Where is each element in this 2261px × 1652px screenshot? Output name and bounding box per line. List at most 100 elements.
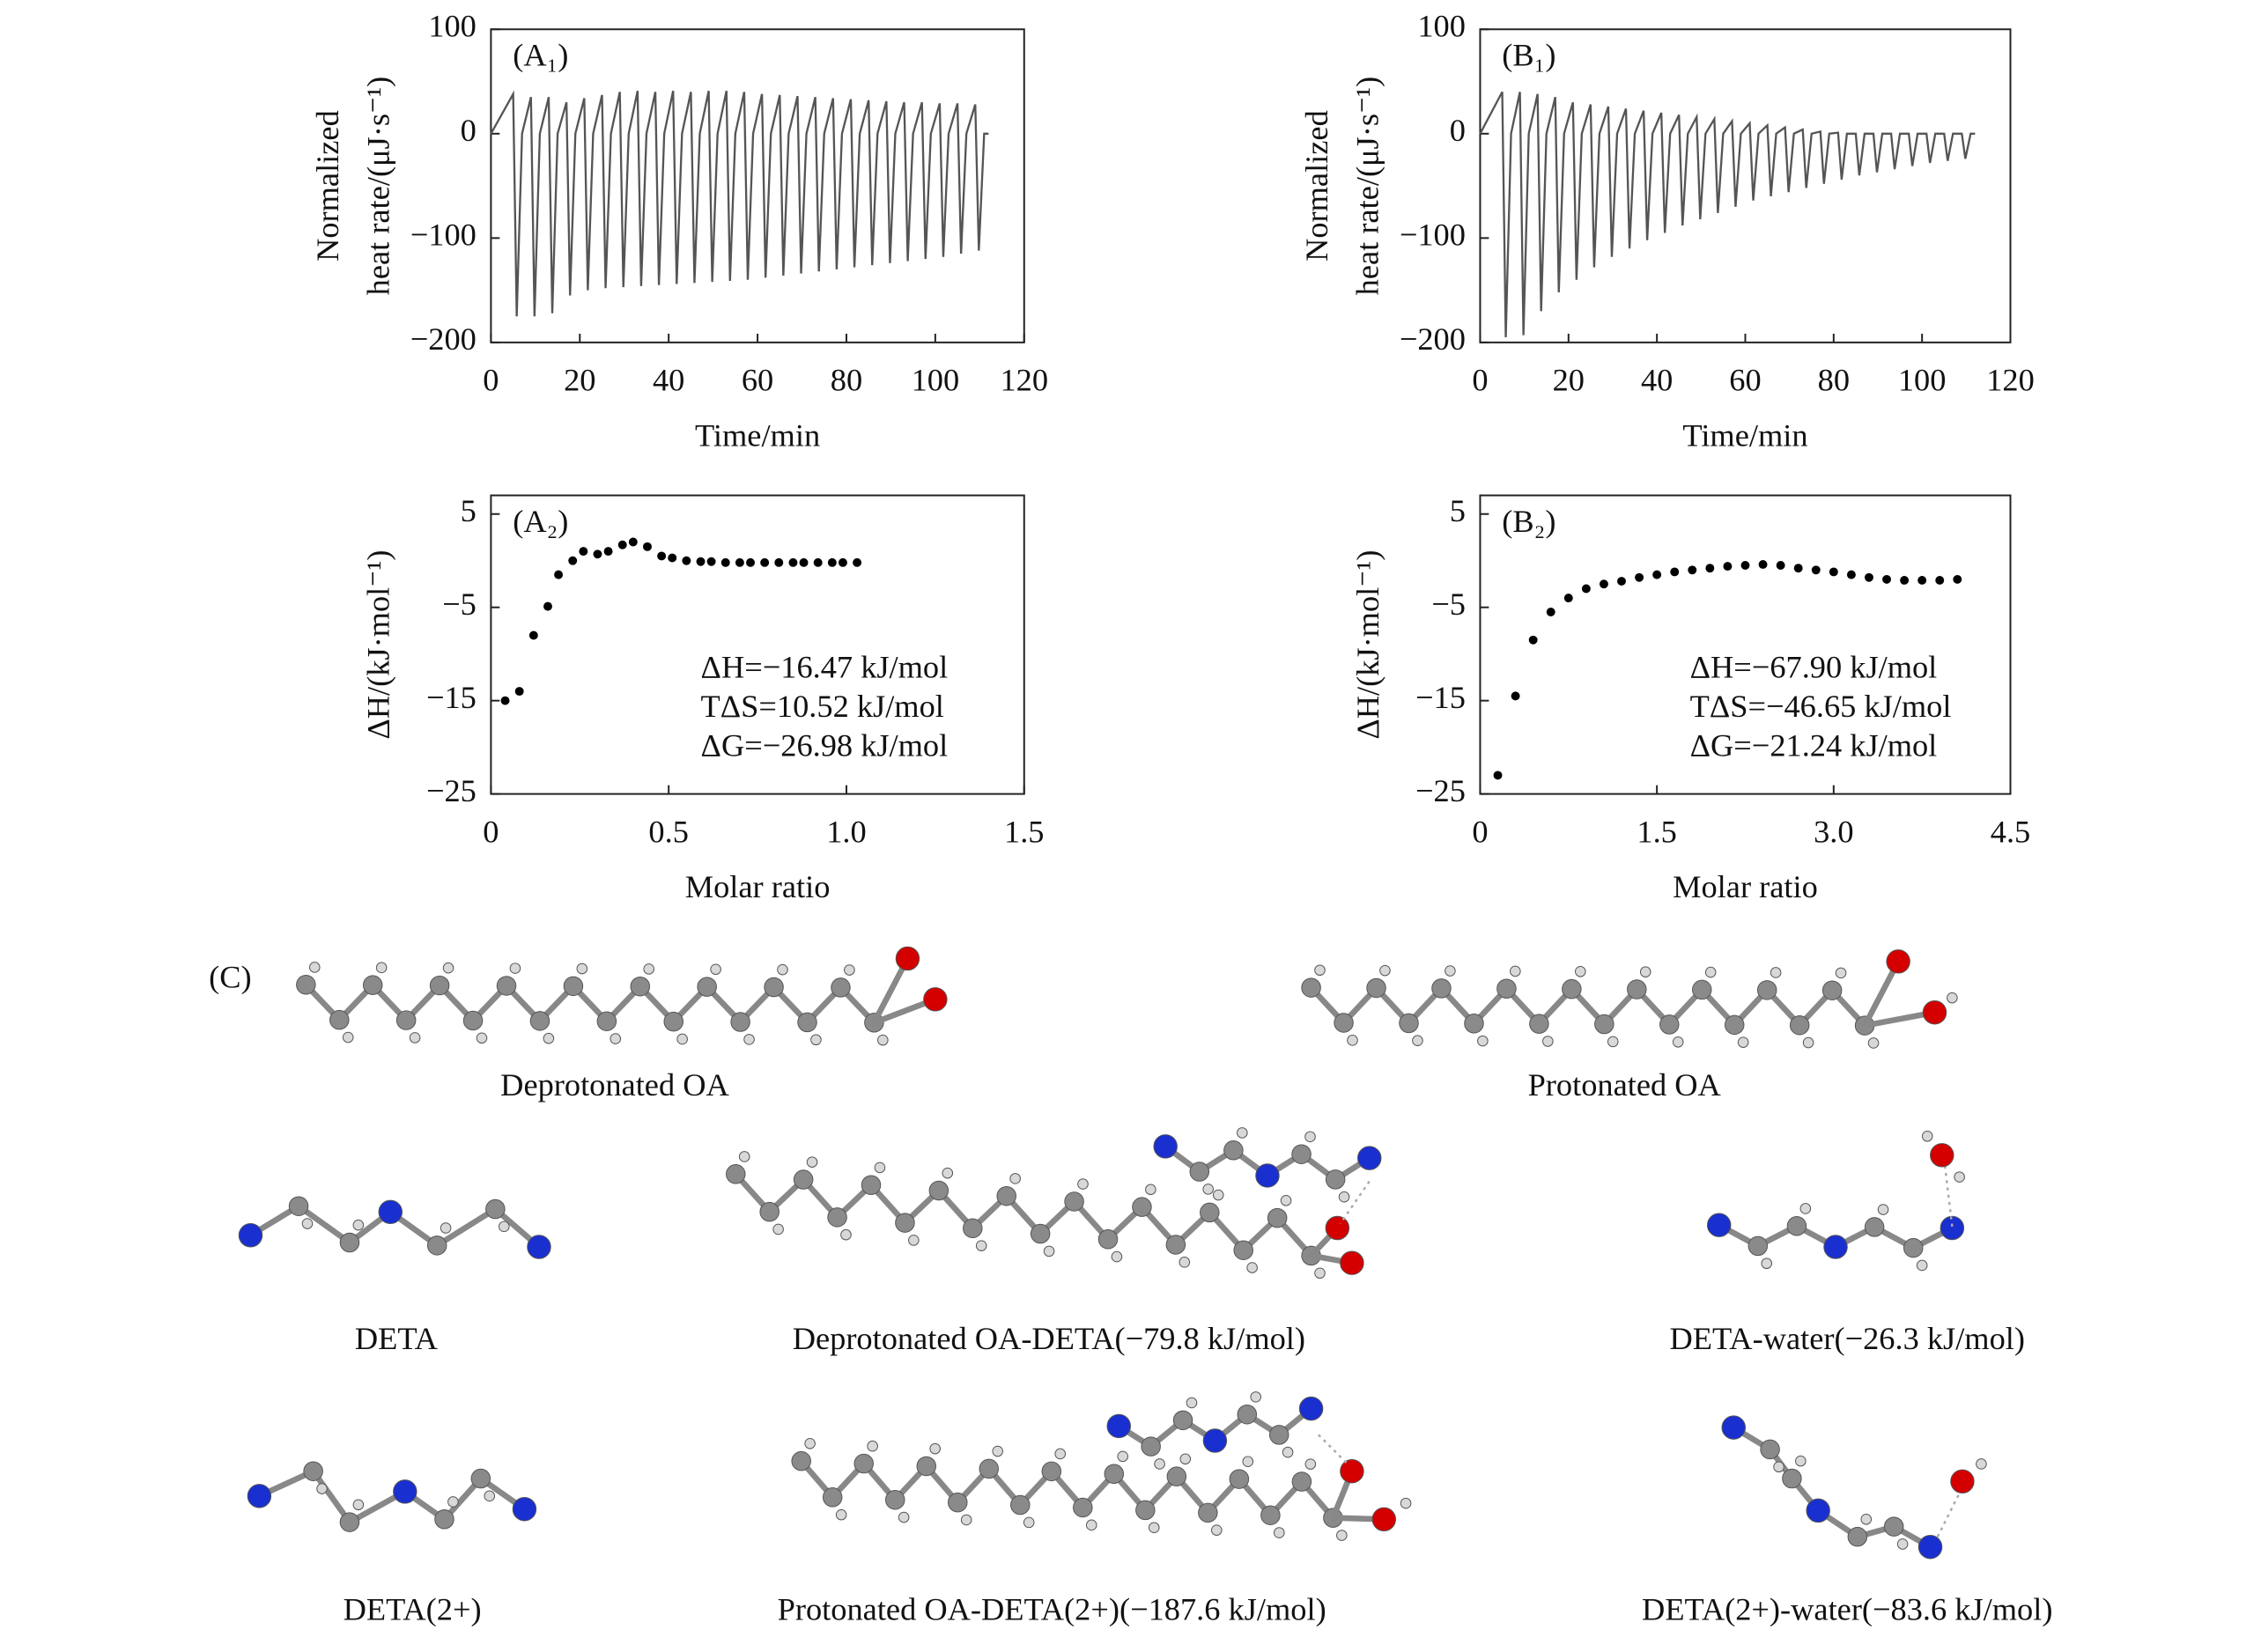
atom (1267, 1207, 1288, 1228)
atom (409, 1032, 421, 1044)
y-tick-label: −15 (426, 680, 477, 715)
data-point (643, 542, 652, 551)
data-point (617, 540, 627, 549)
atom (484, 1490, 496, 1502)
data-point (682, 556, 691, 565)
atom (1412, 1035, 1423, 1047)
x-axis-title: Molar ratio (1673, 869, 1818, 904)
bond (295, 1203, 353, 1246)
atom (1106, 1413, 1131, 1439)
atom (339, 1232, 360, 1253)
atom (1760, 1439, 1780, 1460)
atom (996, 1185, 1016, 1206)
data-point (1811, 565, 1821, 575)
atom (697, 977, 717, 997)
atom (822, 1487, 843, 1508)
x-tick-label: 100 (1898, 363, 1947, 398)
atom (1141, 1436, 1161, 1457)
data-point (568, 556, 578, 565)
x-tick-label: 120 (1986, 363, 2035, 398)
data-point (1882, 574, 1891, 584)
data-point (706, 557, 716, 566)
atom (1340, 1458, 1364, 1484)
atom (1280, 1194, 1292, 1206)
atom (1786, 1216, 1807, 1236)
atom (992, 1445, 1003, 1457)
atom (853, 1453, 874, 1474)
atom (1336, 1530, 1348, 1541)
atom (1916, 1259, 1928, 1272)
x-tick-label: 120 (1000, 363, 1048, 398)
atom (1542, 1036, 1554, 1047)
atom (1917, 1534, 1943, 1560)
molecule-label: DETA(2+) (344, 1592, 482, 1627)
panel-label: (C) (209, 960, 252, 995)
data-point (554, 570, 564, 579)
atom (1325, 1215, 1350, 1241)
atom (1200, 1202, 1220, 1223)
data-point (628, 537, 638, 547)
atom (1627, 979, 1647, 999)
atom (663, 1011, 683, 1032)
atom (308, 962, 321, 973)
atom (960, 1514, 972, 1526)
data-point (1740, 561, 1750, 570)
data-point (827, 557, 837, 567)
atom (1947, 992, 1958, 1004)
atom (1704, 966, 1717, 978)
atom (1085, 1519, 1097, 1531)
data-point (657, 551, 667, 561)
atom (316, 1483, 328, 1494)
atom (1165, 1235, 1186, 1255)
data-point (543, 601, 552, 611)
atom (1782, 1468, 1802, 1489)
atom (1400, 1497, 1412, 1509)
atom (1821, 980, 1843, 1000)
atom (895, 1213, 915, 1233)
atom (1242, 1456, 1254, 1468)
molecule-label: DETA (355, 1321, 438, 1356)
atom (596, 1011, 617, 1031)
atom (1282, 1446, 1294, 1458)
atom (1334, 1013, 1354, 1033)
x-axis-title: Time/min (1682, 417, 1807, 453)
atom (804, 1438, 816, 1449)
atom (543, 1032, 555, 1044)
atom (1867, 1037, 1880, 1049)
atom (395, 1010, 417, 1030)
atom (1737, 1036, 1749, 1048)
atom (1594, 1014, 1614, 1035)
atom (1795, 1455, 1807, 1467)
data-point (696, 557, 706, 566)
molecule-label: Deprotonated OA-DETA(−79.8 kJ/mol) (793, 1321, 1305, 1356)
x-axis-title: Molar ratio (685, 869, 831, 904)
plot-frame (1479, 28, 2012, 343)
x-tick-label: 80 (1818, 363, 1850, 398)
data-point (1917, 576, 1927, 585)
x-tick-label: 60 (742, 363, 773, 398)
atom (1212, 1189, 1224, 1201)
bond (433, 1206, 499, 1249)
atom (840, 1228, 852, 1241)
atom (426, 1235, 447, 1256)
x-tick-label: 1.5 (1004, 814, 1044, 849)
atom (352, 1219, 365, 1231)
atom (434, 1509, 454, 1530)
atom (1255, 1163, 1280, 1188)
x-tick-label: 40 (1641, 363, 1673, 398)
atom (1054, 1448, 1067, 1460)
atom (1145, 1184, 1156, 1196)
atom (1268, 1425, 1289, 1445)
atom (1706, 1213, 1732, 1237)
atom (908, 1235, 920, 1246)
atom (1104, 1464, 1125, 1484)
atom (1338, 1191, 1350, 1203)
atom (1431, 978, 1452, 999)
atom (1148, 1522, 1160, 1534)
atom (1659, 1014, 1680, 1035)
data-point (1723, 562, 1733, 572)
atom (1202, 1428, 1228, 1453)
data-point (1935, 576, 1945, 585)
atom (895, 946, 920, 971)
atom (1179, 1257, 1191, 1268)
